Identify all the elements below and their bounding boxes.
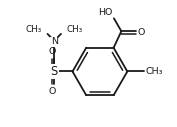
Text: O: O — [48, 87, 55, 96]
Text: N: N — [51, 37, 58, 46]
Text: O: O — [48, 47, 55, 56]
Text: HO: HO — [98, 8, 113, 17]
Text: O: O — [138, 28, 145, 37]
Text: CH₃: CH₃ — [145, 67, 163, 76]
Text: CH₃: CH₃ — [67, 25, 83, 34]
Text: CH₃: CH₃ — [25, 25, 42, 34]
Text: S: S — [51, 65, 58, 78]
